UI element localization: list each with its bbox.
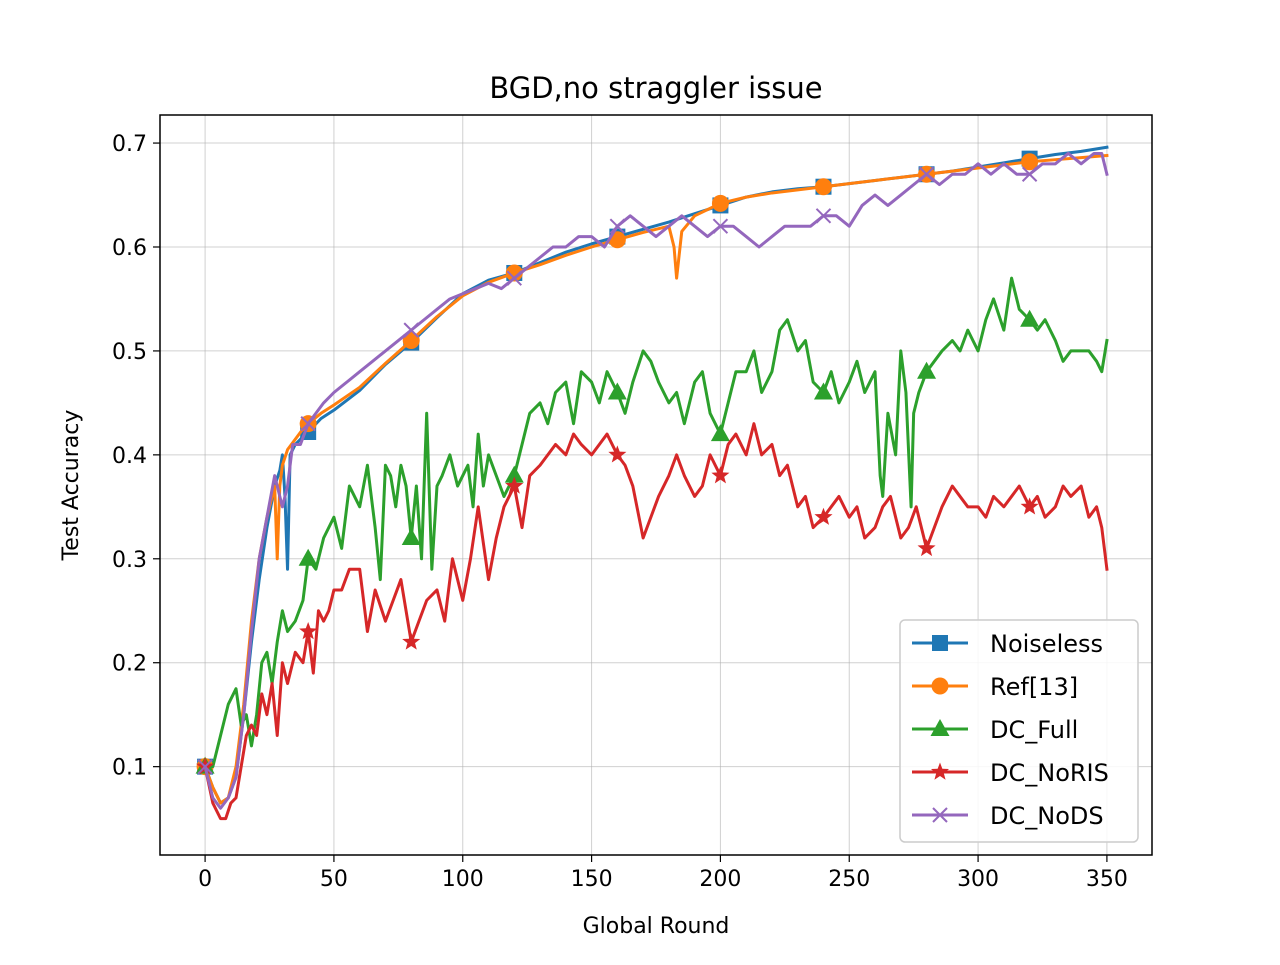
x-tick-label: 300: [957, 867, 999, 892]
data-point-ref-13: [814, 178, 832, 196]
legend-label: DC_NoDS: [990, 802, 1104, 830]
data-point-ref-13: [402, 332, 420, 350]
legend-entry-dc-full: DC_Full: [912, 716, 1078, 744]
y-tick-label: 0.1: [112, 756, 147, 781]
x-tick-label: 0: [198, 867, 212, 892]
x-tick-label: 200: [699, 867, 741, 892]
data-point-ref-13: [505, 264, 523, 282]
axis-ticks: 0 50 100 150 200 250 300 350 0.1 0.2 0.3 0.4 0.5 0.6 0…: [112, 132, 1128, 892]
chart-title: BGD,no straggler issue: [489, 71, 822, 105]
data-point-dc-full: [607, 382, 627, 400]
data-point-dc-nods: [403, 322, 419, 338]
legend-marker: [930, 762, 950, 780]
legend-box: [899, 619, 1139, 843]
legend-entry-dc-noris: DC_NoRIS: [912, 759, 1109, 787]
legend-entry-dc-nods: DC_NoDS: [912, 802, 1104, 830]
data-point-dc-nods: [197, 758, 213, 775]
data-point-dc-noris: [299, 622, 318, 640]
data-point-ref-13: [711, 194, 729, 212]
data-point-dc-full: [298, 548, 318, 566]
data-point-dc-full: [1020, 309, 1040, 327]
data-point-dc-nods: [815, 208, 832, 224]
x-tick-label: 350: [1086, 867, 1128, 892]
data-point-dc-noris: [402, 632, 421, 650]
series-dc-full: [195, 276, 1109, 774]
legend-label: Noiseless: [990, 630, 1103, 658]
legend-entry-noiseless: Noiseless: [912, 630, 1103, 658]
y-tick-label: 0.3: [112, 548, 147, 573]
data-point-dc-nods: [506, 270, 522, 286]
data-point-dc-nods: [712, 218, 729, 234]
legend-marker: [932, 807, 948, 823]
legend-marker: [930, 719, 950, 736]
data-point-dc-nods: [918, 166, 935, 182]
data-point-dc-full: [504, 465, 524, 483]
data-point-dc-noris: [917, 538, 936, 557]
legend-label: DC_Full: [990, 716, 1078, 744]
data-point-dc-full: [813, 382, 833, 400]
data-point-dc-full: [401, 528, 421, 546]
x-tick-label: 150: [571, 867, 613, 892]
legend-marker: [932, 635, 948, 651]
data-point-dc-noris: [1020, 497, 1039, 515]
data-point-dc-full: [710, 424, 730, 442]
legend: Noiseless Ref[13] DC_Full DC_NoRIS DC_NoDS: [899, 619, 1139, 843]
y-axis-label: Test Accuracy: [59, 410, 84, 562]
data-point-dc-noris: [814, 507, 833, 525]
data-point-dc-full: [917, 361, 937, 379]
x-tick-label: 50: [320, 867, 348, 892]
data-point-ref-13: [1021, 153, 1039, 171]
y-tick-label: 0.6: [112, 236, 147, 261]
series-line-dc-noris: [203, 422, 1109, 821]
y-tick-label: 0.4: [112, 444, 147, 469]
y-tick-label: 0.2: [112, 652, 147, 677]
series-line-dc-full: [203, 276, 1109, 769]
legend-label: DC_NoRIS: [990, 759, 1109, 787]
series-dc-nods: [197, 151, 1109, 810]
x-tick-label: 250: [828, 867, 870, 892]
data-point-dc-noris: [608, 445, 627, 463]
series-layer: [195, 145, 1109, 821]
legend-entry-ref-13: Ref[13]: [912, 673, 1078, 701]
x-axis-label: Global Round: [583, 914, 730, 939]
data-point-dc-nods: [609, 218, 626, 234]
y-tick-label: 0.5: [112, 340, 147, 365]
data-point-dc-noris: [711, 466, 730, 484]
legend-marker: [931, 677, 949, 695]
x-tick-label: 100: [442, 867, 484, 892]
y-tick-label: 0.7: [112, 132, 147, 157]
data-point-dc-nods: [300, 415, 316, 432]
plot-frame: [159, 114, 1153, 856]
data-point-dc-nods: [1021, 166, 1038, 182]
data-point-dc-noris: [505, 476, 524, 494]
legend-label: Ref[13]: [990, 673, 1078, 701]
